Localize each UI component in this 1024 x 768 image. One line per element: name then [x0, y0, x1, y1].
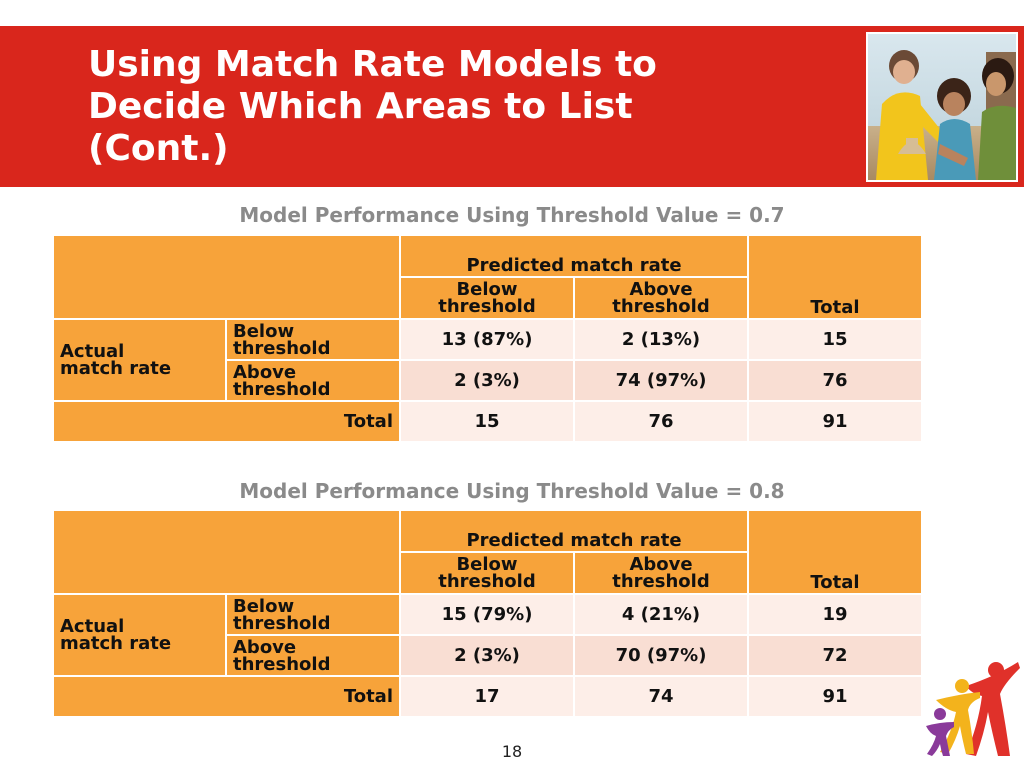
- table-cell: 76: [573, 400, 749, 443]
- predicted-header: Predicted match rate: [399, 234, 749, 278]
- table-cell: 76: [747, 359, 923, 402]
- slide-title: Using Match Rate Models to Decide Which …: [88, 44, 808, 170]
- header-line: Below: [233, 320, 295, 342]
- actual-match-rate-label: Actual match rate: [52, 593, 227, 677]
- header-line: Below: [456, 554, 518, 575]
- children-photo-icon: [868, 34, 1016, 180]
- table-cell: 4 (21%): [573, 593, 749, 636]
- table-cell: 72: [747, 634, 923, 677]
- header-line: threshold: [233, 378, 331, 400]
- table-cell: 70 (97%): [573, 634, 749, 677]
- header-line: threshold: [233, 612, 331, 634]
- header-band: [0, 26, 1024, 187]
- total-row-header: Total: [52, 675, 401, 718]
- confusion-table: Predicted match rate Total Below thresho…: [52, 234, 923, 443]
- family-figures-icon: [926, 662, 1020, 756]
- slide-title-line: Decide Which Areas to List: [88, 86, 633, 127]
- above-threshold-column-header: Above threshold: [573, 276, 749, 320]
- family-logo: [926, 656, 1022, 760]
- table-cell: 15: [747, 318, 923, 361]
- header-line: Above: [233, 361, 297, 383]
- total-column-header: Total: [747, 234, 923, 320]
- confusion-table: Predicted match rate Total Below thresho…: [52, 509, 923, 718]
- table-cell: 15: [399, 400, 575, 443]
- header-line: threshold: [233, 337, 331, 359]
- header-line: threshold: [612, 296, 710, 317]
- header-line: Above: [233, 636, 297, 658]
- above-threshold-row-header: Above threshold: [225, 359, 401, 402]
- above-threshold-column-header: Above threshold: [573, 551, 749, 595]
- slide-title-line: Using Match Rate Models to: [88, 44, 657, 85]
- table-cell: 17: [399, 675, 575, 718]
- slide-title-line: (Cont.): [88, 128, 229, 169]
- table-cell: 15 (79%): [399, 593, 575, 636]
- total-row-header: Total: [52, 400, 401, 443]
- table-cell: 13 (87%): [399, 318, 575, 361]
- below-threshold-column-header: Below threshold: [399, 276, 575, 320]
- header-line: threshold: [233, 653, 331, 675]
- header-line: threshold: [438, 296, 536, 317]
- label-line: match rate: [60, 358, 172, 379]
- below-threshold-column-header: Below threshold: [399, 551, 575, 595]
- table-cell: 2 (3%): [399, 359, 575, 402]
- header-photo: [866, 32, 1018, 182]
- label-line: Actual: [60, 341, 125, 362]
- above-threshold-row-header: Above threshold: [225, 634, 401, 677]
- table-title: Model Performance Using Threshold Value …: [239, 203, 785, 227]
- table-cell: 91: [747, 675, 923, 718]
- corner-cell: [52, 509, 401, 595]
- below-threshold-row-header: Below threshold: [225, 593, 401, 636]
- below-threshold-row-header: Below threshold: [225, 318, 401, 361]
- header-line: Below: [456, 279, 518, 300]
- table-cell: 74 (97%): [573, 359, 749, 402]
- table-cell: 2 (13%): [573, 318, 749, 361]
- header-line: threshold: [612, 571, 710, 592]
- table-cell: 19: [747, 593, 923, 636]
- table-cell: 2 (3%): [399, 634, 575, 677]
- table-cell: 74: [573, 675, 749, 718]
- predicted-header: Predicted match rate: [399, 509, 749, 553]
- header-line: Below: [233, 595, 295, 617]
- page-number: 18: [501, 742, 523, 761]
- label-line: Actual: [60, 616, 125, 637]
- header-line: threshold: [438, 571, 536, 592]
- total-column-header: Total: [747, 509, 923, 595]
- header-line: Above: [629, 279, 693, 300]
- header-line: Above: [629, 554, 693, 575]
- actual-match-rate-label: Actual match rate: [52, 318, 227, 402]
- table-title: Model Performance Using Threshold Value …: [239, 479, 785, 503]
- table-cell: 91: [747, 400, 923, 443]
- label-line: match rate: [60, 633, 172, 654]
- corner-cell: [52, 234, 401, 320]
